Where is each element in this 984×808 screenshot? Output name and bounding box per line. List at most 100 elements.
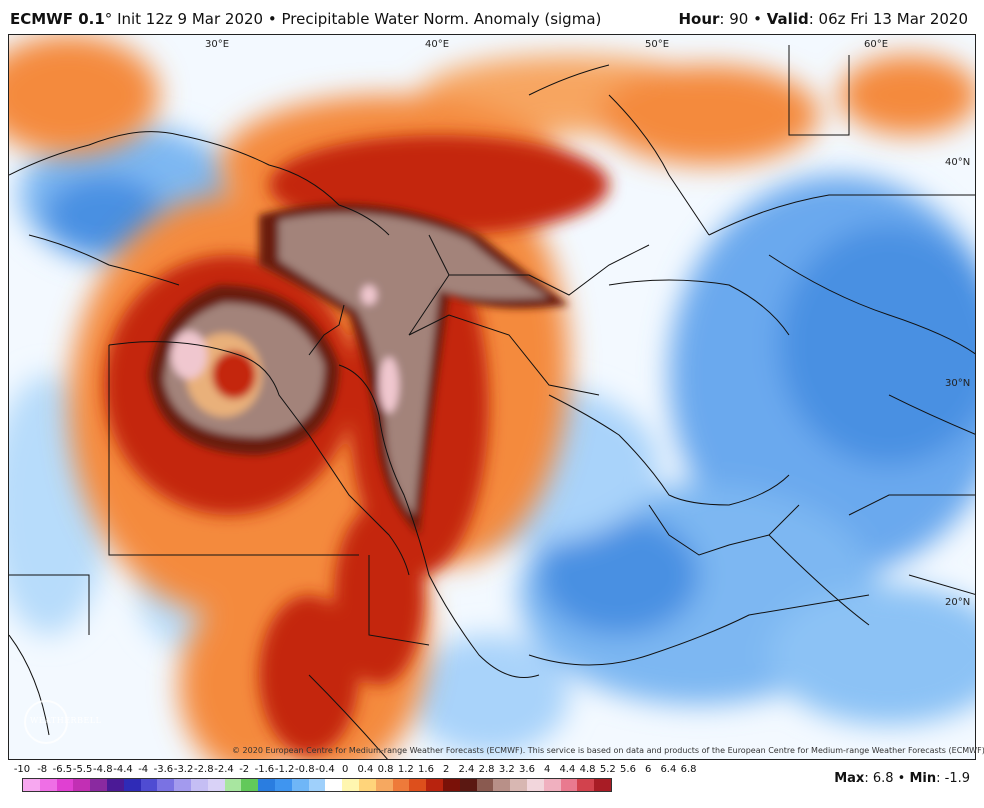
- colorbar-tick-label: 2.4: [458, 764, 475, 775]
- colorbar-tick-label: -1.6: [254, 764, 275, 775]
- min-label: Min: [909, 771, 937, 786]
- logo-ring: [24, 700, 68, 744]
- colorbar-swatch: [510, 779, 527, 791]
- colorbar-swatch: [526, 779, 544, 791]
- degree-sign: °: [104, 10, 113, 28]
- colorbar-tick-label: -10: [13, 764, 31, 775]
- colorbar-swatch: [23, 779, 40, 791]
- max-min-stats: Max: 6.8 • Min: -1.9: [834, 771, 970, 786]
- moisture-core-field: [149, 203, 569, 535]
- colorbar-swatch: [392, 779, 410, 791]
- valid-value: : 06z Fri 13 Mar 2020: [808, 10, 968, 28]
- colorbar-swatch: [493, 779, 511, 791]
- coastlines-borders: [9, 45, 975, 759]
- colorbar-tick-label: -0.4: [315, 764, 335, 775]
- latitude-label-20n: 20°N: [945, 597, 971, 608]
- colorbar-swatch: [543, 779, 561, 791]
- colorbar-tick-label: 3.6: [519, 764, 535, 775]
- colorbar-swatch: [123, 779, 141, 791]
- colorbar-tick-label: -2.4: [214, 764, 234, 775]
- colorbar-swatch: [560, 779, 578, 791]
- colorbar-tick-label: 1.2: [397, 764, 414, 775]
- hour-value: : 90: [719, 10, 749, 28]
- colorbar-tick-label: -6.5: [52, 764, 73, 775]
- logo-text: WEATHERBELL: [30, 716, 102, 725]
- colorbar-swatch: [325, 779, 343, 791]
- colorbar-tick-label: -3.6: [153, 764, 174, 775]
- colorbar-swatch: [39, 779, 57, 791]
- colorbar-tick-label: -4: [138, 764, 149, 775]
- latitude-label-40n: 40°N: [945, 157, 971, 168]
- colorbar-swatch: [375, 779, 393, 791]
- latitude-label-30n: 30°N: [945, 378, 971, 389]
- header-bar: ECMWF 0.1° Init 12z 9 Mar 2020 • Precipi…: [0, 0, 984, 34]
- colorbar-tick-label: -4.8: [93, 764, 113, 775]
- colorbar-swatch: [459, 779, 477, 791]
- product-name: Precipitable Water Norm. Anomaly (sigma): [281, 10, 602, 28]
- longitude-label-60e: 60°E: [864, 39, 889, 50]
- max-value: : 6.8: [864, 771, 894, 786]
- colorbar-tick-label: 1.6: [418, 764, 434, 775]
- colorbar-swatch: [442, 779, 460, 791]
- model-name: ECMWF 0.1: [10, 10, 105, 28]
- colorbar-tick-label: 0.4: [357, 764, 374, 775]
- copyright-notice: © 2020 European Centre for Medium-range …: [232, 746, 984, 755]
- colorbar-tick-label: 6.4: [660, 764, 677, 775]
- longitude-label-30e: 30°E: [205, 39, 230, 50]
- colorbar-swatch: [409, 779, 427, 791]
- colorbar-tick-label: -3.2: [173, 764, 194, 775]
- colorbar-tick-label: 3.2: [498, 764, 515, 775]
- colorbar-swatch: [174, 779, 191, 791]
- colorbar-swatch: [358, 779, 376, 791]
- weatherbell-logo: WEATHERBELL: [24, 700, 108, 746]
- colorbar-tick-label: 0: [342, 764, 349, 775]
- min-value: : -1.9: [936, 771, 970, 786]
- colorbar-swatch: [190, 779, 208, 791]
- colorbar-tick-label: -2.8: [194, 764, 214, 775]
- valid-label: Valid: [766, 10, 809, 28]
- colorbar-tick-label: -2: [239, 764, 250, 775]
- colorbar-swatch: [106, 779, 124, 791]
- colorbar-swatch: [140, 779, 158, 791]
- colorbar-tick-label: 4.4: [559, 764, 576, 775]
- colorbar-tick-label: -8: [37, 764, 48, 775]
- separator-bullet-2: •: [753, 10, 762, 28]
- colorbar-swatch: [577, 779, 595, 791]
- colorbar-swatch: [476, 779, 494, 791]
- colorbar-tick-label: -1.2: [274, 764, 295, 775]
- colorbar: [22, 778, 612, 792]
- colorbar-tick-label: -0.8: [295, 764, 315, 775]
- colorbar-tick-label: 0.8: [377, 764, 394, 775]
- separator-bullet: •: [267, 10, 277, 28]
- colorbar-swatch: [274, 779, 292, 791]
- map-canvas: [9, 35, 975, 759]
- valid-info: Hour: 90 • Valid: 06z Fri 13 Mar 2020: [678, 10, 968, 28]
- colorbar-tick-label: -4.4: [113, 764, 133, 775]
- forecast-map[interactable]: 30°E 40°E 50°E 60°E 40°N 30°N 20°N: [8, 34, 976, 760]
- colorbar-swatch: [258, 779, 275, 791]
- colorbar-swatch: [241, 779, 259, 791]
- colorbar-tick-label: 5.2: [599, 764, 616, 775]
- colorbar-swatch: [207, 779, 225, 791]
- colorbar-swatch: [342, 779, 359, 791]
- colorbar-tick-label: 4: [544, 764, 551, 775]
- init-time: Init 12z 9 Mar 2020: [117, 10, 264, 28]
- colorbar-tick-label: 6: [645, 764, 652, 775]
- separator-bullet-3: •: [897, 771, 906, 786]
- colorbar-swatch: [594, 779, 611, 791]
- colorbar-tick-label: 6.8: [680, 764, 697, 775]
- colorbar-swatch: [90, 779, 107, 791]
- colorbar-swatch: [73, 779, 91, 791]
- colorbar-swatch: [224, 779, 242, 791]
- colorbar-swatch: [308, 779, 326, 791]
- colorbar-swatch: [56, 779, 74, 791]
- colorbar-tick-label: 2.8: [478, 764, 495, 775]
- colorbar-swatch: [426, 779, 443, 791]
- max-label: Max: [834, 771, 865, 786]
- colorbar-tick-label: 5.6: [620, 764, 636, 775]
- longitude-label-50e: 50°E: [645, 39, 670, 50]
- colorbar-swatch: [157, 779, 175, 791]
- colorbar-swatch: [291, 779, 309, 791]
- colorbar-tick-label: 2: [443, 764, 450, 775]
- longitude-label-40e: 40°E: [425, 39, 450, 50]
